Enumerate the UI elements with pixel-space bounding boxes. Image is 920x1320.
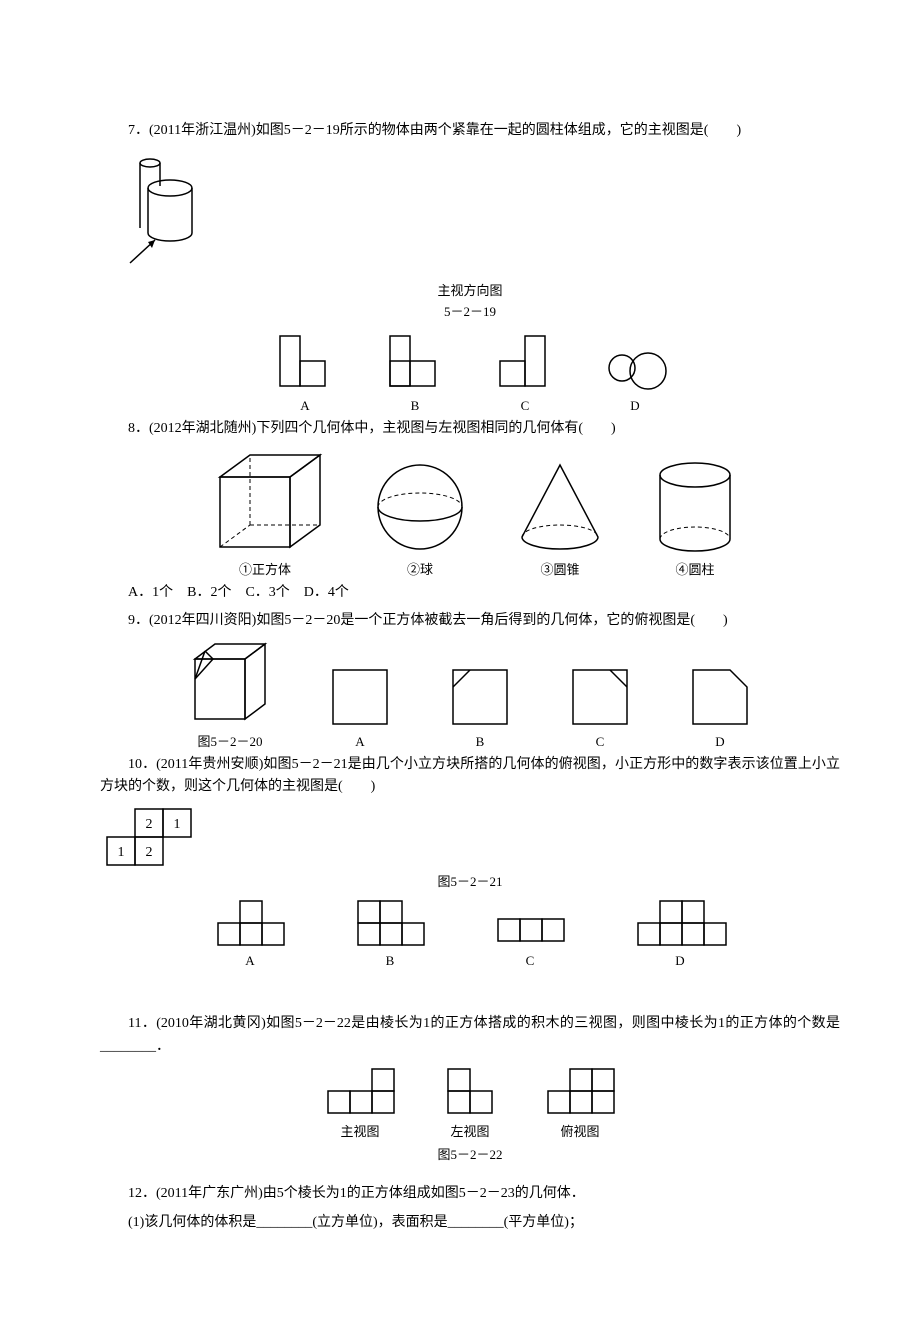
q10-grid: 2 1 1 2 图5－2－21	[100, 804, 840, 890]
q9-c: C	[565, 734, 635, 750]
q10-c: C	[490, 953, 570, 969]
q7-text: 7．(2011年浙江温州)如图5－2－19所示的物体由两个紧靠在一起的圆柱体组成…	[100, 120, 840, 142]
q11-views: 主视图 左视图 俯视图	[100, 1064, 840, 1140]
q7-opt-a: A	[270, 398, 340, 414]
q9-text: 9．(2012年四川资阳)如图5－2－20是一个正方体被截去一角后得到的几何体，…	[100, 610, 840, 632]
q12-text2: (1)该几何体的体积是________(立方单位)，表面积是________(平…	[100, 1212, 840, 1234]
q11-v3: 俯视图	[540, 1121, 620, 1140]
q9-d: D	[685, 734, 755, 750]
q10-figlabel: 图5－2－21	[100, 871, 840, 890]
q11-figlabel: 图5－2－22	[100, 1144, 840, 1163]
q8-answers: A．1个 B．2个 C．3个 D．4个	[100, 582, 840, 604]
svg-text:1: 1	[118, 845, 125, 860]
q7-figure: 主视方向图 5－2－19	[100, 148, 840, 320]
q8-lbl-1: ①正方体	[200, 559, 330, 578]
q10-text: 10．(2011年贵州安顺)如图5－2－21是由几个小立方块所搭的几何体的俯视图…	[100, 754, 840, 799]
q10-b: B	[350, 953, 430, 969]
svg-text:2: 2	[146, 817, 153, 832]
q7-fignum: 5－2－19	[100, 301, 840, 320]
q8-lbl-3: ③圆锥	[510, 559, 610, 578]
q8-shapes: ①正方体 ②球 ③圆锥 ④圆柱	[100, 447, 840, 578]
q7-options: A B C D	[100, 326, 840, 414]
q9-b: B	[445, 734, 515, 750]
q8-lbl-2: ②球	[370, 559, 470, 578]
q7-opt-c: C	[490, 398, 560, 414]
q7-caption: 主视方向图	[100, 280, 840, 299]
q8-text: 8．(2012年湖北随州)下列四个几何体中，主视图与左视图相同的几何体有( )	[100, 418, 840, 440]
q11-v2: 左视图	[440, 1121, 500, 1140]
q8-lbl-4: ④圆柱	[650, 559, 740, 578]
q9-a: A	[325, 734, 395, 750]
q11-v1: 主视图	[320, 1121, 400, 1140]
q11-text: 11．(2010年湖北黄冈)如图5－2－22是由棱长为1的正方体搭成的积木的三视…	[100, 1013, 840, 1058]
svg-text:1: 1	[174, 817, 181, 832]
q10-d: D	[630, 953, 730, 969]
q9-figlabel: 图5－2－20	[185, 731, 275, 750]
q10-a: A	[210, 953, 290, 969]
q7-opt-b: B	[380, 398, 450, 414]
svg-text:2: 2	[146, 845, 153, 860]
q12-text1: 12．(2011年广东广州)由5个棱长为1的正方体组成如图5－2－23的几何体．	[100, 1183, 840, 1205]
q9-row: 图5－2－20 A B C D	[100, 639, 840, 750]
q10-options: A B C	[100, 896, 840, 969]
q7-opt-d: D	[600, 398, 670, 414]
